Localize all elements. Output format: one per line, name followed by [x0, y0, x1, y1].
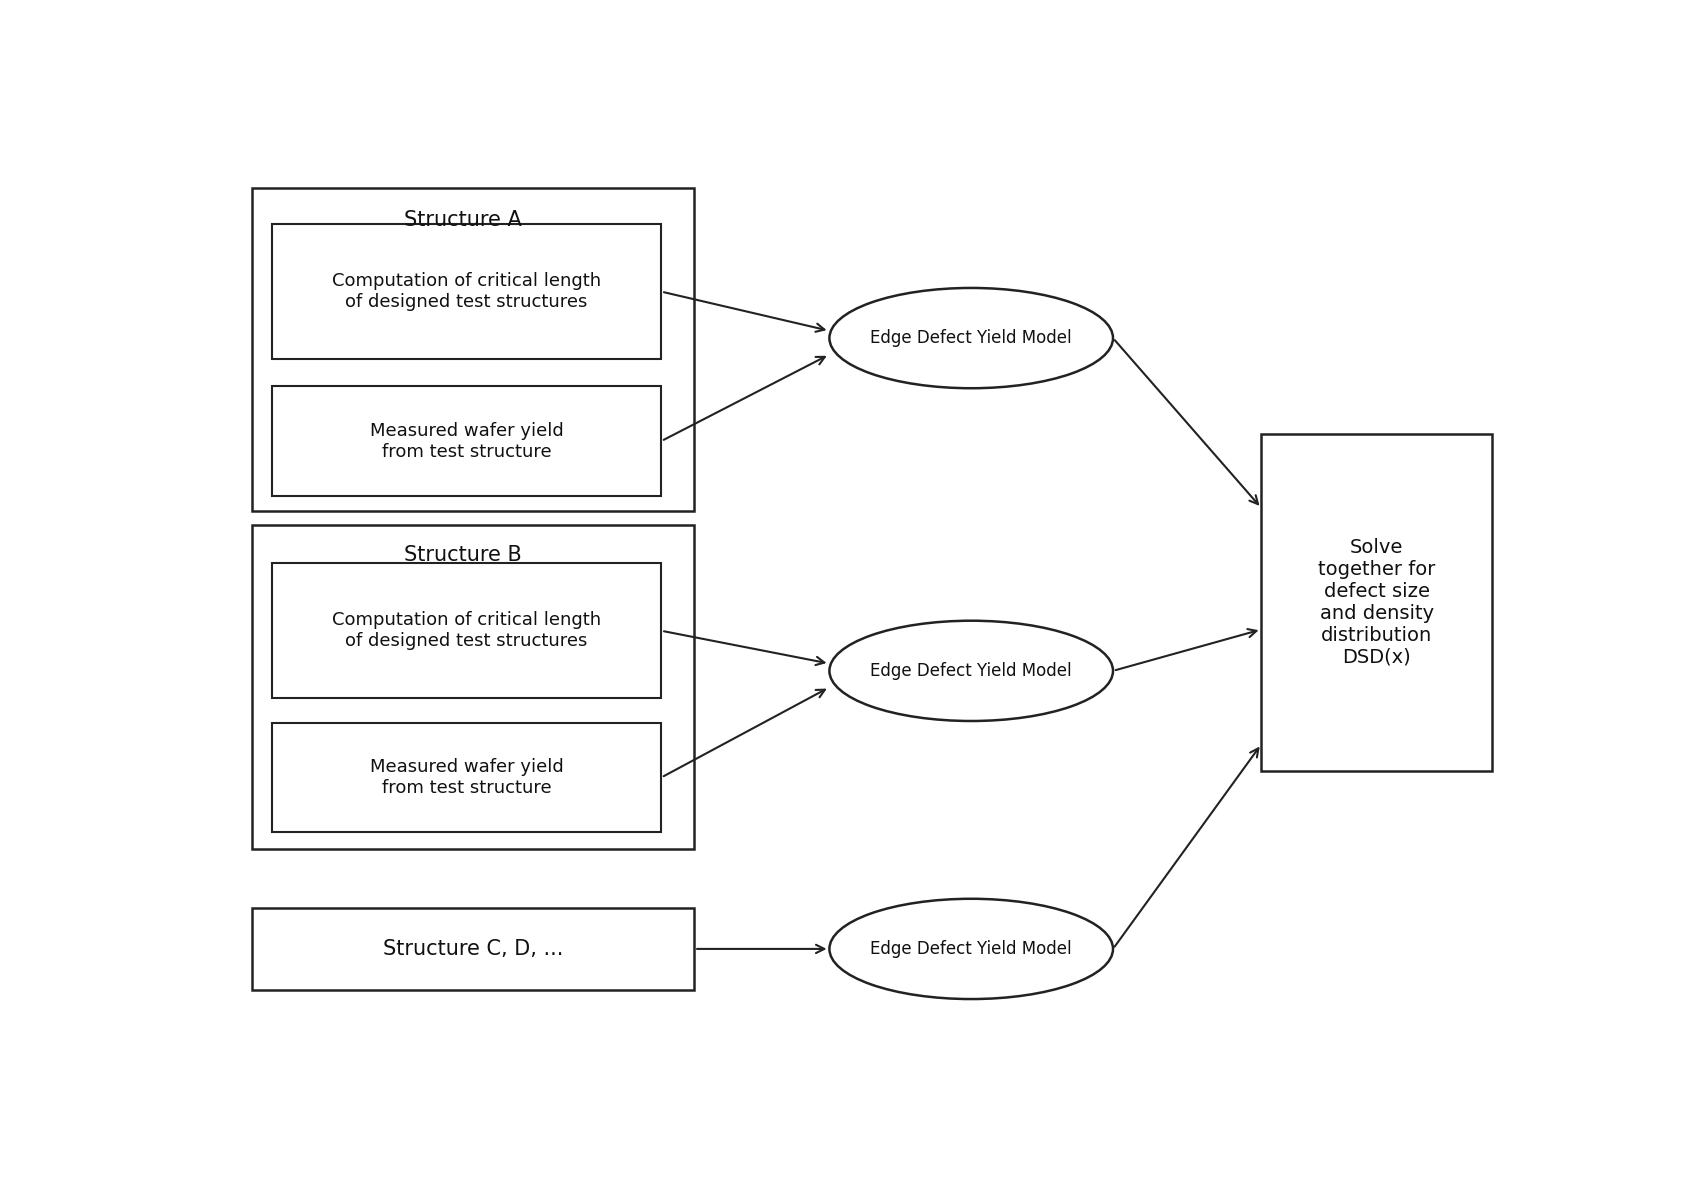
Text: Structure A: Structure A [405, 211, 523, 231]
FancyBboxPatch shape [272, 386, 660, 496]
Text: Edge Defect Yield Model: Edge Defect Yield Model [870, 329, 1072, 347]
Text: Measured wafer yield
from test structure: Measured wafer yield from test structure [369, 422, 563, 461]
Text: Measured wafer yield
from test structure: Measured wafer yield from test structure [369, 758, 563, 797]
Text: Edge Defect Yield Model: Edge Defect Yield Model [870, 662, 1072, 680]
FancyBboxPatch shape [1261, 433, 1493, 771]
FancyBboxPatch shape [252, 525, 694, 849]
Ellipse shape [829, 288, 1113, 388]
Text: Computation of critical length
of designed test structures: Computation of critical length of design… [332, 272, 601, 311]
Text: Edge Defect Yield Model: Edge Defect Yield Model [870, 940, 1072, 958]
Text: Structure C, D, ...: Structure C, D, ... [383, 939, 563, 959]
FancyBboxPatch shape [272, 722, 660, 832]
FancyBboxPatch shape [252, 187, 694, 511]
FancyBboxPatch shape [252, 908, 694, 990]
Ellipse shape [829, 899, 1113, 999]
FancyBboxPatch shape [272, 224, 660, 359]
Text: Solve
together for
defect size
and density
distribution
DSD(x): Solve together for defect size and densi… [1317, 538, 1435, 667]
Ellipse shape [829, 620, 1113, 721]
Text: Structure B: Structure B [405, 545, 523, 565]
FancyBboxPatch shape [272, 564, 660, 699]
Text: Computation of critical length
of designed test structures: Computation of critical length of design… [332, 611, 601, 650]
